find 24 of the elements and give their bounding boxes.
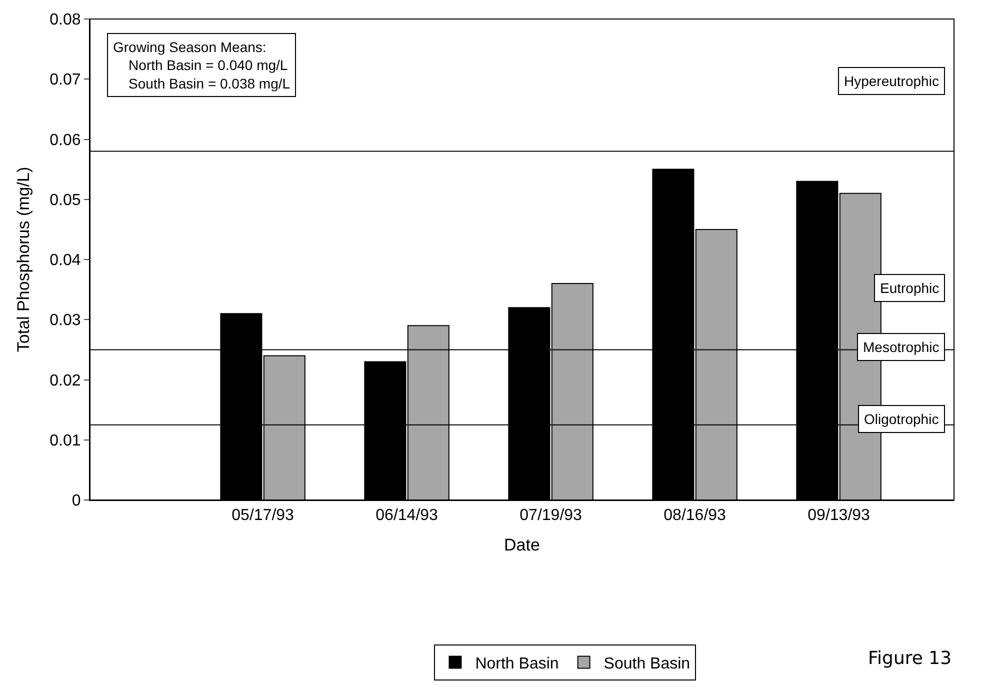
y-tick-label: 0.05 — [50, 192, 81, 209]
annotation: Mesotrophic — [863, 339, 940, 355]
y-tick-label: 0.03 — [50, 312, 81, 330]
legend-label: North Basin — [475, 655, 559, 672]
y-tick-label: 0.02 — [50, 372, 81, 390]
x-tick-label: 07/19/93 — [520, 507, 582, 524]
caption: Figure 13 — [868, 648, 952, 669]
legend-label: South Basin — [604, 655, 690, 672]
annotation: Oligotrophic — [864, 411, 939, 427]
annotation: Hypereutrophic — [844, 73, 939, 89]
y-axis-title: Total Phosphorus (mg/L) — [14, 166, 34, 352]
annotation: Growing Season Means: North Basin = 0.040 mg/L South Basin = 0.038 mg/L — [113, 39, 290, 92]
x-tick-label: 08/16/93 — [664, 507, 726, 524]
y-tick-label: 0.07 — [50, 72, 81, 89]
y-tick-label: 0.04 — [50, 252, 81, 270]
x-tick-label: 09/13/93 — [808, 507, 870, 524]
annotation: Eutrophic — [880, 280, 940, 296]
x-axis-title: Date — [504, 536, 540, 555]
y-tick-label: 0.01 — [50, 432, 81, 450]
y-tick-label: 0.08 — [50, 12, 81, 29]
y-tick-label: 0.06 — [50, 132, 81, 149]
y-tick-label: 0 — [72, 492, 81, 510]
x-tick-label: 05/17/93 — [232, 507, 294, 524]
x-tick-label: 06/14/93 — [376, 507, 438, 524]
